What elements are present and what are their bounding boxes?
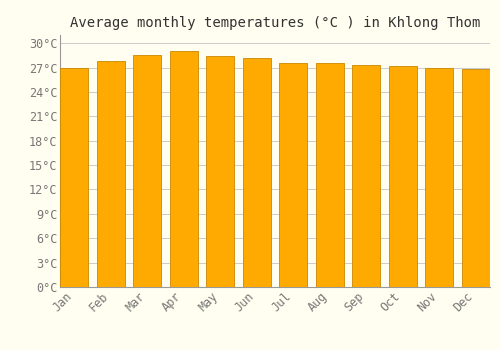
- Bar: [96, 61, 125, 287]
- Bar: [316, 63, 344, 287]
- Bar: [352, 65, 380, 287]
- Bar: [388, 66, 417, 287]
- Bar: [170, 51, 198, 287]
- Bar: [60, 68, 88, 287]
- Bar: [462, 69, 490, 287]
- Bar: [133, 55, 162, 287]
- Bar: [425, 68, 454, 287]
- Bar: [206, 56, 234, 287]
- Bar: [279, 63, 308, 287]
- Title: Average monthly temperatures (°C ) in Khlong Thom: Average monthly temperatures (°C ) in Kh…: [70, 16, 480, 30]
- Bar: [242, 58, 271, 287]
